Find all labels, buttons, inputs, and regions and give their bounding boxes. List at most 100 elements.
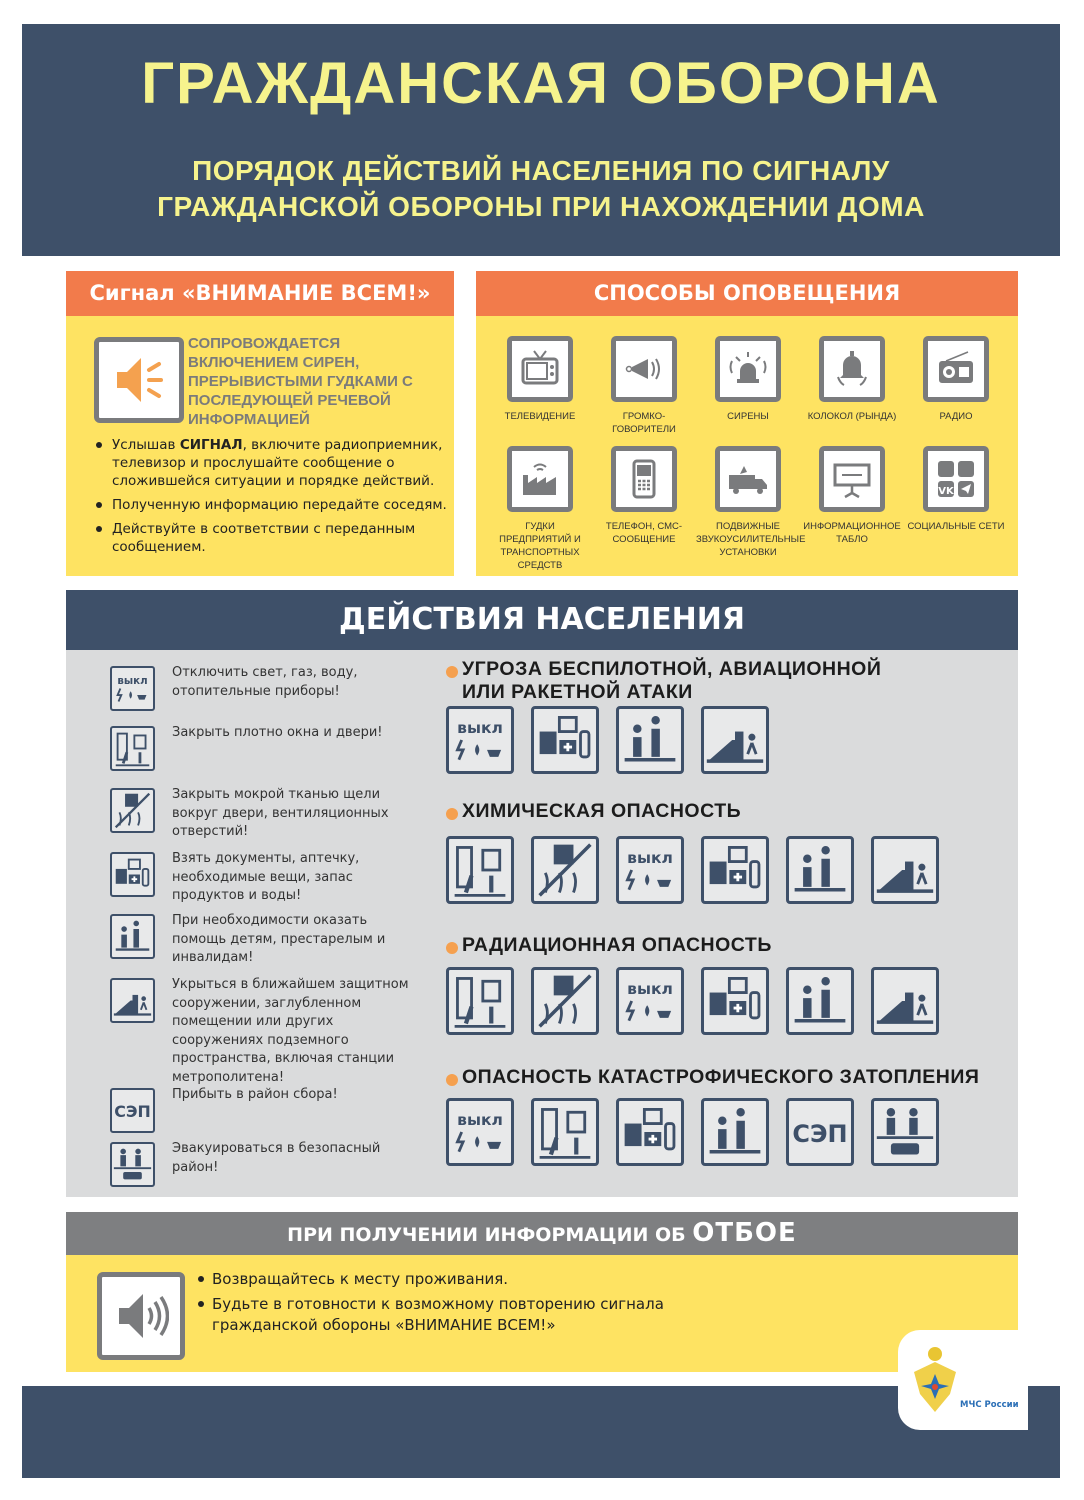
action-text: Прибыть в район сбора!	[172, 1087, 338, 1102]
scenario-title: УГРОЗА БЕСПИЛОТНОЙ, АВИАЦИОННОЙ ИЛИ РАКЕ…	[446, 658, 922, 704]
poster-title: ГРАЖДАНСКАЯ ОБОРОНА	[141, 51, 941, 116]
action-legend-item: Укрыться в ближайшем защитном сооружении…	[110, 977, 410, 1085]
action-legend-item: Закрыть мокрой тканью щели вокруг двери,…	[110, 787, 410, 839]
sep-icon: СЭП	[110, 1088, 155, 1133]
speaker-icon	[94, 337, 184, 423]
emblem-icon	[914, 1347, 956, 1412]
all-clear-panel: Возвращайтесь к месту проживания. Будьте…	[66, 1255, 1018, 1372]
notification-method: КОЛОКОЛ (РЫНДА)	[800, 336, 904, 423]
notification-method: ПОДВИЖНЫЕ ЗВУКОУСИЛИТЕЛЬНЫЕ УСТАНОВКИ	[696, 446, 805, 559]
evac-icon	[110, 1142, 155, 1187]
seal-icon	[531, 836, 599, 904]
signal-title: Сигнал «ВНИМАНИЕ ВСЕМ!»	[66, 271, 454, 316]
method-label: ТЕЛЕВИДЕНИЕ	[504, 411, 576, 422]
notification-method: ГУДКИ ПРЕДПРИЯТИЙ И ТРАНСПОРТНЫХ СРЕДСТВ	[488, 446, 592, 572]
sep-icon: СЭП	[786, 1098, 854, 1166]
actions-title: ДЕЙСТВИЯ НАСЕЛЕНИЯ	[66, 590, 1018, 650]
svg-text:СЭП: СЭП	[114, 1102, 150, 1121]
evac-icon	[871, 1098, 939, 1166]
kit-icon	[531, 706, 599, 774]
all-clear-instructions: Возвращайтесь к месту проживания. Будьте…	[196, 1269, 666, 1340]
scenario-icon-row: выкл	[446, 706, 769, 774]
bullet-dot	[446, 808, 458, 820]
kit-icon	[616, 1098, 684, 1166]
signal-panel: Сигнал «ВНИМАНИЕ ВСЕМ!» СОПРОВОЖДАЕТСЯ В…	[66, 271, 454, 576]
svg-text:выкл: выкл	[627, 849, 673, 867]
help-icon	[616, 706, 684, 774]
factory-icon	[507, 446, 573, 512]
subtitle-line: ПОРЯДОК ДЕЙСТВИЙ НАСЕЛЕНИЯ ПО СИГНАЛУ	[192, 155, 890, 186]
doors-icon	[446, 836, 514, 904]
doors-icon	[110, 726, 155, 771]
svg-text:выкл: выкл	[457, 1111, 503, 1129]
doors-icon	[446, 967, 514, 1035]
scenario-icon-row: выкл	[446, 836, 939, 904]
subtitle-line: ГРАЖДАНСКОЙ ОБОРОНЫ ПРИ НАХОЖДЕНИИ ДОМА	[157, 191, 925, 222]
action-text: Укрыться в ближайшем защитном сооружении…	[172, 977, 409, 1085]
signal-instructions: Услышав СИГНАЛ, включите радиоприемник, …	[90, 436, 450, 562]
action-legend-item: Закрыть плотно окна и двери!	[110, 725, 410, 771]
off-icon: выкл	[616, 967, 684, 1035]
kit-icon	[701, 967, 769, 1035]
notification-method: ТЕЛЕФОН, СМС-СООБЩЕНИЕ	[592, 446, 696, 546]
method-label: СИРЕНЫ	[727, 411, 769, 422]
help-icon	[786, 967, 854, 1035]
action-legend-item: Взять документы, аптечку, необходимые ве…	[110, 851, 410, 903]
instruction-item: Будьте в готовности к возможному повторе…	[196, 1294, 666, 1336]
notification-method: VK СОЦИАЛЬНЫЕ СЕТИ	[904, 446, 1008, 533]
instruction-item: Услышав СИГНАЛ, включите радиоприемник, …	[90, 436, 450, 490]
notification-method: ТЕЛЕВИДЕНИЕ	[488, 336, 592, 423]
actions-panel: выкл Отключить свет, газ, воду, отопитель…	[66, 650, 1018, 1197]
shelter-icon	[701, 706, 769, 774]
svg-text:выкл: выкл	[457, 719, 503, 737]
logo-text: МЧС России	[960, 1400, 1019, 1410]
seal-icon	[531, 967, 599, 1035]
action-text: Эвакуироваться в безопасный район!	[172, 1141, 381, 1175]
board-icon	[819, 446, 885, 512]
off-icon: выкл	[446, 706, 514, 774]
notification-method: ИНФОРМАЦИОННОЕ ТАБЛО	[800, 446, 904, 546]
notification-method: ГРОМКО-ГОВОРИТЕЛИ	[592, 336, 696, 436]
bell-icon	[819, 336, 885, 402]
method-label: ГРОМКО-ГОВОРИТЕЛИ	[612, 411, 676, 435]
help-icon	[786, 836, 854, 904]
speaker-icon	[97, 1272, 185, 1360]
emercom-logo: МЧС России	[898, 1330, 1028, 1430]
svg-text:VK: VK	[938, 486, 955, 497]
scenario-icon-row: выкл СЭП	[446, 1098, 939, 1166]
all-clear-title: ПРИ ПОЛУЧЕНИИ ИНФОРМАЦИИ ОБ ОТБОЕ	[66, 1212, 1018, 1255]
action-legend-item: При необходимости оказать помощь детям, …	[110, 913, 410, 965]
scenario-title: РАДИАЦИОННАЯ ОПАСНОСТЬ	[446, 934, 922, 957]
bullet-dot	[446, 1074, 458, 1086]
social-icon: VK	[923, 446, 989, 512]
radio-icon	[923, 336, 989, 402]
shelter-icon	[871, 967, 939, 1035]
action-text: Отключить свет, газ, воду, отопительные …	[172, 665, 358, 699]
seal-icon	[110, 788, 155, 833]
action-legend-item: выкл Отключить свет, газ, воду, отопитель…	[110, 665, 410, 711]
method-label: СОЦИАЛЬНЫЕ СЕТИ	[907, 521, 1005, 532]
action-legend-item: СЭП Прибыть в район сбора!	[110, 1087, 410, 1133]
poster-subtitle: ПОРЯДОК ДЕЙСТВИЙ НАСЕЛЕНИЯ ПО СИГНАЛУ ГР…	[22, 153, 1060, 225]
method-label: КОЛОКОЛ (РЫНДА)	[807, 411, 897, 422]
method-label: ИНФОРМАЦИОННОЕ ТАБЛО	[803, 521, 901, 545]
bullet-dot	[446, 666, 458, 678]
loudspeaker-icon	[611, 336, 677, 402]
method-label: ТЕЛЕФОН, СМС-СООБЩЕНИЕ	[605, 521, 683, 545]
footer-bar	[22, 1386, 1060, 1478]
action-text: Взять документы, аптечку, необходимые ве…	[172, 851, 360, 903]
tv-icon	[507, 336, 573, 402]
action-text: Закрыть плотно окна и двери!	[172, 725, 383, 740]
svg-text:выкл: выкл	[627, 980, 673, 998]
phone-icon	[611, 446, 677, 512]
off-icon: выкл	[616, 836, 684, 904]
siren-icon	[715, 336, 781, 402]
shelter-icon	[110, 978, 155, 1023]
kit-icon	[110, 852, 155, 897]
notification-method: СИРЕНЫ	[696, 336, 800, 423]
method-label: РАДИО	[939, 411, 973, 422]
scenario-title: ХИМИЧЕСКАЯ ОПАСНОСТЬ	[446, 800, 922, 823]
method-label: ГУДКИ ПРЕДПРИЯТИЙ И ТРАНСПОРТНЫХ СРЕДСТВ	[499, 521, 581, 571]
scenario-title: ОПАСНОСТЬ КАТАСТРОФИЧЕСКОГО ЗАТОПЛЕНИЯ	[446, 1066, 1022, 1089]
instruction-item: Действуйте в соответствии с переданным с…	[90, 520, 450, 556]
